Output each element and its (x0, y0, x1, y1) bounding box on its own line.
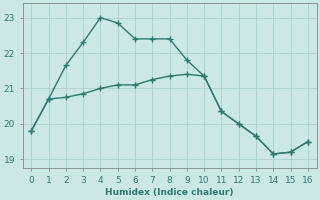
X-axis label: Humidex (Indice chaleur): Humidex (Indice chaleur) (105, 188, 234, 197)
